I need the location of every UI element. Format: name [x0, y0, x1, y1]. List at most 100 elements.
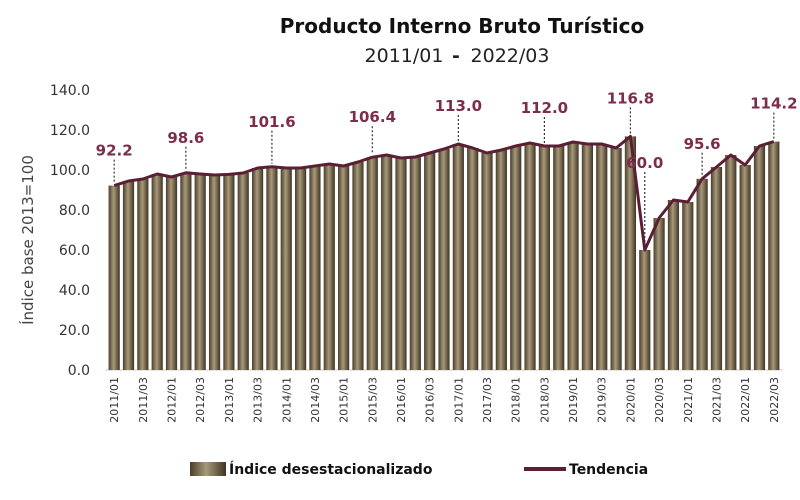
x-tick-label: 2021/03: [710, 377, 723, 423]
y-tick-label: 60.0: [59, 243, 90, 259]
bar-series: [108, 136, 780, 370]
legend-item-trend: Tendencia: [524, 462, 648, 478]
legend: Índice desestacionalizado Tendencia: [190, 461, 648, 478]
bar: [280, 168, 292, 370]
bar: [467, 148, 479, 370]
x-tick-label: 2020/03: [653, 377, 666, 423]
bar: [624, 136, 637, 370]
legend-item-bars: Índice desestacionalizado: [190, 461, 433, 478]
x-tick-label: 2012/03: [194, 377, 207, 423]
x-tick-label: 2012/01: [166, 377, 179, 423]
legend-label-trend: Tendencia: [569, 462, 648, 478]
bar: [768, 141, 780, 370]
x-tick-label: 2020/01: [624, 377, 637, 423]
x-tick-label: 2013/03: [252, 377, 265, 423]
x-tick-label: 2021/01: [682, 377, 695, 423]
y-tick-label: 80.0: [59, 203, 90, 219]
bar: [538, 146, 550, 370]
x-tick-label: 2022/03: [768, 377, 781, 423]
data-label: 106.4: [349, 108, 396, 126]
bar: [151, 174, 163, 370]
bar: [309, 166, 321, 370]
legend-label-bars: Índice desestacionalizado: [229, 461, 433, 478]
data-label: 95.6: [684, 135, 721, 153]
bar: [208, 175, 221, 370]
bar: [137, 179, 149, 370]
data-label: 60.0: [626, 154, 663, 172]
x-tick-label: 2014/03: [309, 377, 322, 423]
bar: [366, 157, 378, 370]
bar: [452, 144, 464, 370]
x-tick-label: 2019/01: [567, 377, 580, 423]
x-axis-ticks: 2011/01 2011/03 2012/01 2012/03 2013/01 2013/…: [108, 377, 781, 423]
subtitle-end: 2022/03: [471, 45, 550, 67]
y-tick-label: 20.0: [59, 323, 90, 339]
trend-line: [113, 134, 775, 252]
bar: [667, 200, 680, 370]
subtitle-start: 2011/01: [365, 45, 444, 67]
bar: [567, 142, 579, 370]
bar: [108, 185, 120, 370]
bar: [122, 181, 135, 370]
bar: [682, 202, 694, 370]
chart-title: Producto Interno Bruto Turístico: [280, 14, 644, 38]
annotation-leaders: [113, 107, 775, 247]
x-tick-label: 2014/01: [280, 377, 293, 423]
bar: [165, 177, 178, 370]
x-tick-label: 2018/03: [538, 377, 551, 423]
chart-subtitle: 2011/01 - 2022/03: [365, 45, 550, 67]
bar: [409, 157, 421, 370]
y-tick-label: 100.0: [50, 163, 90, 179]
legend-swatch-bars: [190, 462, 226, 476]
bar: [596, 144, 608, 370]
bar: [581, 144, 593, 370]
bar: [725, 155, 737, 370]
x-tick-label: 2016/01: [395, 377, 408, 423]
data-label: 101.6: [248, 113, 295, 131]
bar: [323, 164, 335, 370]
bar: [495, 150, 507, 370]
bar: [223, 174, 235, 370]
y-tick-label: 140.0: [50, 83, 90, 99]
data-labels: 92.2 98.6 101.6 106.4 113.0 112.0 116.8 60.0 95.…: [96, 89, 798, 172]
x-tick-label: 2011/03: [137, 377, 150, 423]
x-tick-label: 2011/01: [108, 377, 121, 423]
y-tick-label: 40.0: [59, 283, 90, 299]
x-tick-label: 2022/01: [739, 377, 752, 423]
bar: [237, 173, 249, 370]
x-tick-label: 2019/03: [596, 377, 609, 423]
bar: [753, 146, 766, 370]
bar: [295, 168, 307, 370]
x-tick-label: 2017/03: [481, 377, 494, 423]
bar: [653, 218, 665, 370]
bar: [352, 162, 364, 370]
bar: [438, 149, 450, 370]
data-label: 92.2: [96, 142, 133, 160]
x-tick-label: 2016/03: [424, 377, 437, 423]
bar: [481, 153, 493, 370]
x-tick-label: 2018/01: [510, 377, 523, 423]
x-tick-label: 2017/01: [452, 377, 465, 423]
x-tick-label: 2015/03: [366, 377, 379, 423]
bar: [424, 153, 436, 370]
bar: [510, 146, 522, 370]
bar: [553, 146, 565, 370]
data-label: 112.0: [521, 99, 568, 117]
bar: [180, 172, 192, 370]
y-axis-ticks: 0.0 20.0 40.0 60.0 80.0 100.0 120.0 140.0: [50, 83, 90, 379]
data-label: 113.0: [435, 97, 482, 115]
data-label: 98.6: [167, 129, 204, 147]
bar: [194, 174, 206, 370]
x-tick-label: 2013/01: [223, 377, 236, 423]
bar: [610, 148, 622, 370]
bar: [696, 178, 708, 370]
y-tick-label: 120.0: [50, 123, 90, 139]
data-label: 114.2: [750, 95, 797, 113]
bar: [639, 250, 651, 370]
bar: [710, 167, 723, 370]
subtitle-separator: -: [452, 45, 460, 67]
data-label: 116.8: [607, 89, 654, 107]
bar: [739, 165, 751, 370]
bar: [395, 158, 407, 370]
